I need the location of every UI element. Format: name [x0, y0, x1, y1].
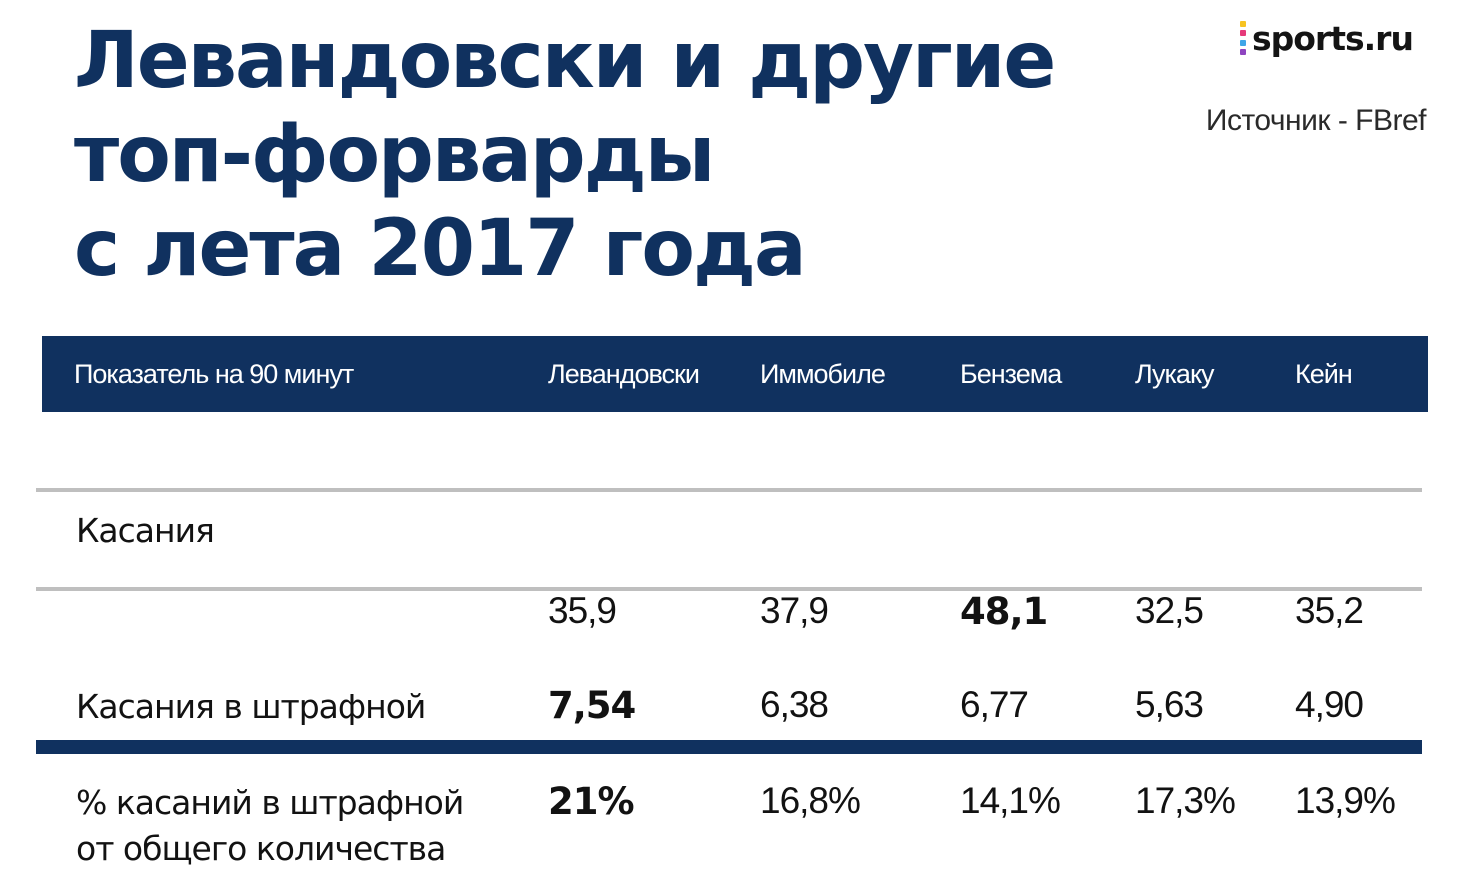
bottom-bar — [36, 740, 1422, 754]
title-line: с лета 2017 года — [74, 204, 807, 294]
logo-dot — [1240, 21, 1246, 27]
value-cell: 6,38 — [760, 684, 829, 725]
row-label-line: % касаний в штрафной — [76, 783, 464, 822]
title-line: Левандовски и другие — [74, 16, 1056, 106]
logo-text: sports.ru — [1252, 18, 1414, 58]
value-cell: 4,90 — [1295, 684, 1364, 725]
header-metric: Показатель на 90 минут — [74, 359, 354, 389]
source-credit: Источник - FBref — [1205, 104, 1427, 137]
value-cell: 7,54 — [548, 684, 636, 727]
row-label-line: от общего количества — [76, 829, 446, 868]
logo-dot — [1240, 39, 1246, 46]
table-row: Касания — [42, 412, 1428, 550]
value-cell: 32,5 — [1135, 590, 1204, 631]
row-divider — [36, 488, 1422, 492]
value-cell: 6,77 — [960, 684, 1029, 725]
row-label: Касания — [76, 508, 215, 554]
header-immobile: Иммобиле — [760, 359, 886, 389]
header-benzema: Бензема — [960, 359, 1062, 389]
row-label: % касаний в штрафной от общего количеств… — [76, 780, 464, 872]
header-lewandowski: Левандовски — [548, 359, 700, 389]
value-cell: 13,9% — [1295, 780, 1396, 821]
header-kane: Кейн — [1295, 359, 1353, 389]
row-label-line: Касания — [76, 511, 215, 550]
row-divider — [36, 587, 1422, 591]
sports-ru-dots-icon — [1240, 21, 1246, 55]
stats-table: Показатель на 90 минут Левандовски Иммоб… — [36, 336, 1428, 868]
value-cell: 5,63 — [1135, 684, 1204, 725]
value-cell: 37,9 — [760, 590, 829, 631]
row-label-line: Касания в штрафной — [76, 687, 426, 726]
value-cell: 17,3% — [1135, 780, 1236, 821]
value-cell: 48,1 — [960, 590, 1048, 633]
table-header: Показатель на 90 минут Левандовски Иммоб… — [42, 336, 1428, 412]
value-cell: 35,9 — [548, 590, 617, 631]
value-cell: 35,2 — [1295, 590, 1364, 631]
page-title: Левандовски и другие топ-форварды с лета… — [74, 14, 1104, 296]
title-line: топ-форварды — [74, 110, 715, 200]
value-cell: 21% — [548, 780, 635, 823]
row-label: Касания в штрафной — [76, 684, 426, 730]
brand-logo: sports.ru — [1240, 16, 1414, 60]
logo-dot — [1240, 48, 1246, 55]
header-lukaku: Лукаку — [1135, 359, 1215, 389]
value-cell: 14,1% — [960, 780, 1061, 821]
value-cell: 16,8% — [760, 780, 861, 821]
logo-dot — [1240, 30, 1246, 37]
